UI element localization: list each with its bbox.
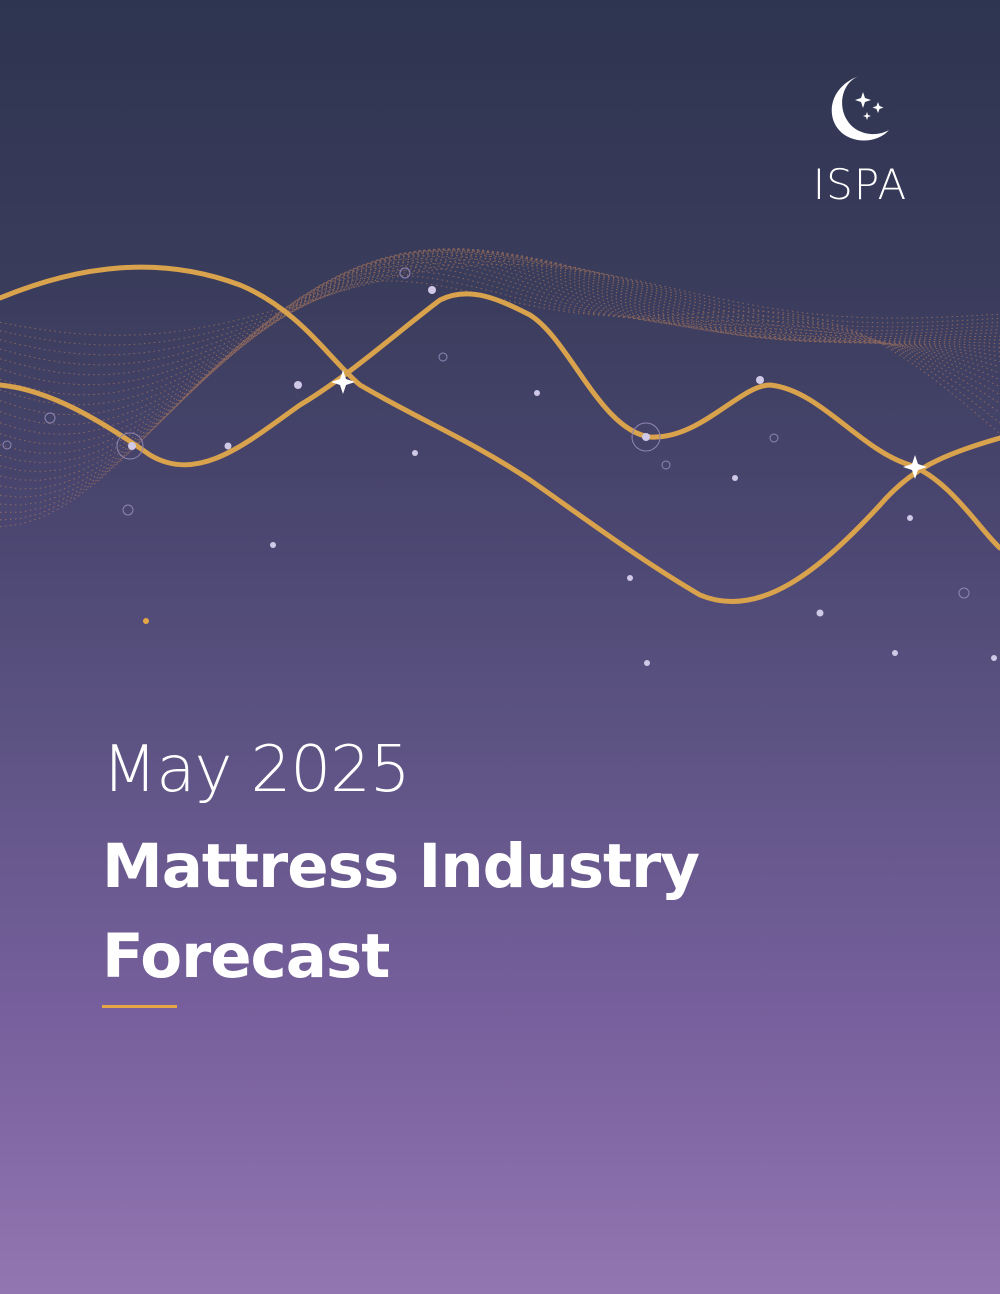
- report-title-line-1: Mattress Industry: [102, 831, 700, 902]
- dotted-wave-line: [0, 269, 1000, 513]
- report-title: Mattress Industry Forecast: [102, 822, 862, 1002]
- dotted-wave-line: [0, 249, 1000, 406]
- dotted-wave-line: [0, 251, 1000, 386]
- ispa-logo: ISPA: [800, 72, 920, 212]
- dotted-wave-line: [0, 249, 1000, 454]
- star-sparkles: [331, 370, 927, 479]
- accent-divider: [102, 1005, 177, 1008]
- dotted-wave-line: [0, 258, 1000, 490]
- gold-wave-line-2: [0, 291, 1000, 551]
- dotted-wave-line: [0, 253, 1000, 376]
- report-date: May 2025: [102, 733, 411, 807]
- decorative-wave-artwork: [0, 248, 1000, 666]
- dotted-wave-line: [0, 260, 1000, 346]
- dotted-wave-line: [0, 248, 1000, 435]
- logo-wordmark: ISPA: [812, 160, 908, 209]
- dotted-wave-line: [0, 255, 1000, 481]
- dotted-wave-line: [0, 274, 1000, 521]
- sparkle-rings: [2, 267, 970, 599]
- dotted-wave-line: [0, 280, 1000, 528]
- dotted-wave-line: [0, 265, 1000, 506]
- dotted-wave-line: [0, 252, 1000, 473]
- dotted-wave-field: [0, 248, 1000, 528]
- dotted-wave-line: [0, 250, 1000, 396]
- dotted-wave-line: [0, 248, 1000, 445]
- dotted-wave-line: [0, 255, 1000, 366]
- dotted-wave-line: [0, 251, 1000, 464]
- report-title-line-2: Forecast: [102, 921, 390, 992]
- dotted-wave-line: [0, 248, 1000, 426]
- crescent-moon-stars-icon: [831, 76, 889, 141]
- gold-wave-line-1: [0, 264, 1000, 605]
- sparkle-dots: [128, 286, 997, 666]
